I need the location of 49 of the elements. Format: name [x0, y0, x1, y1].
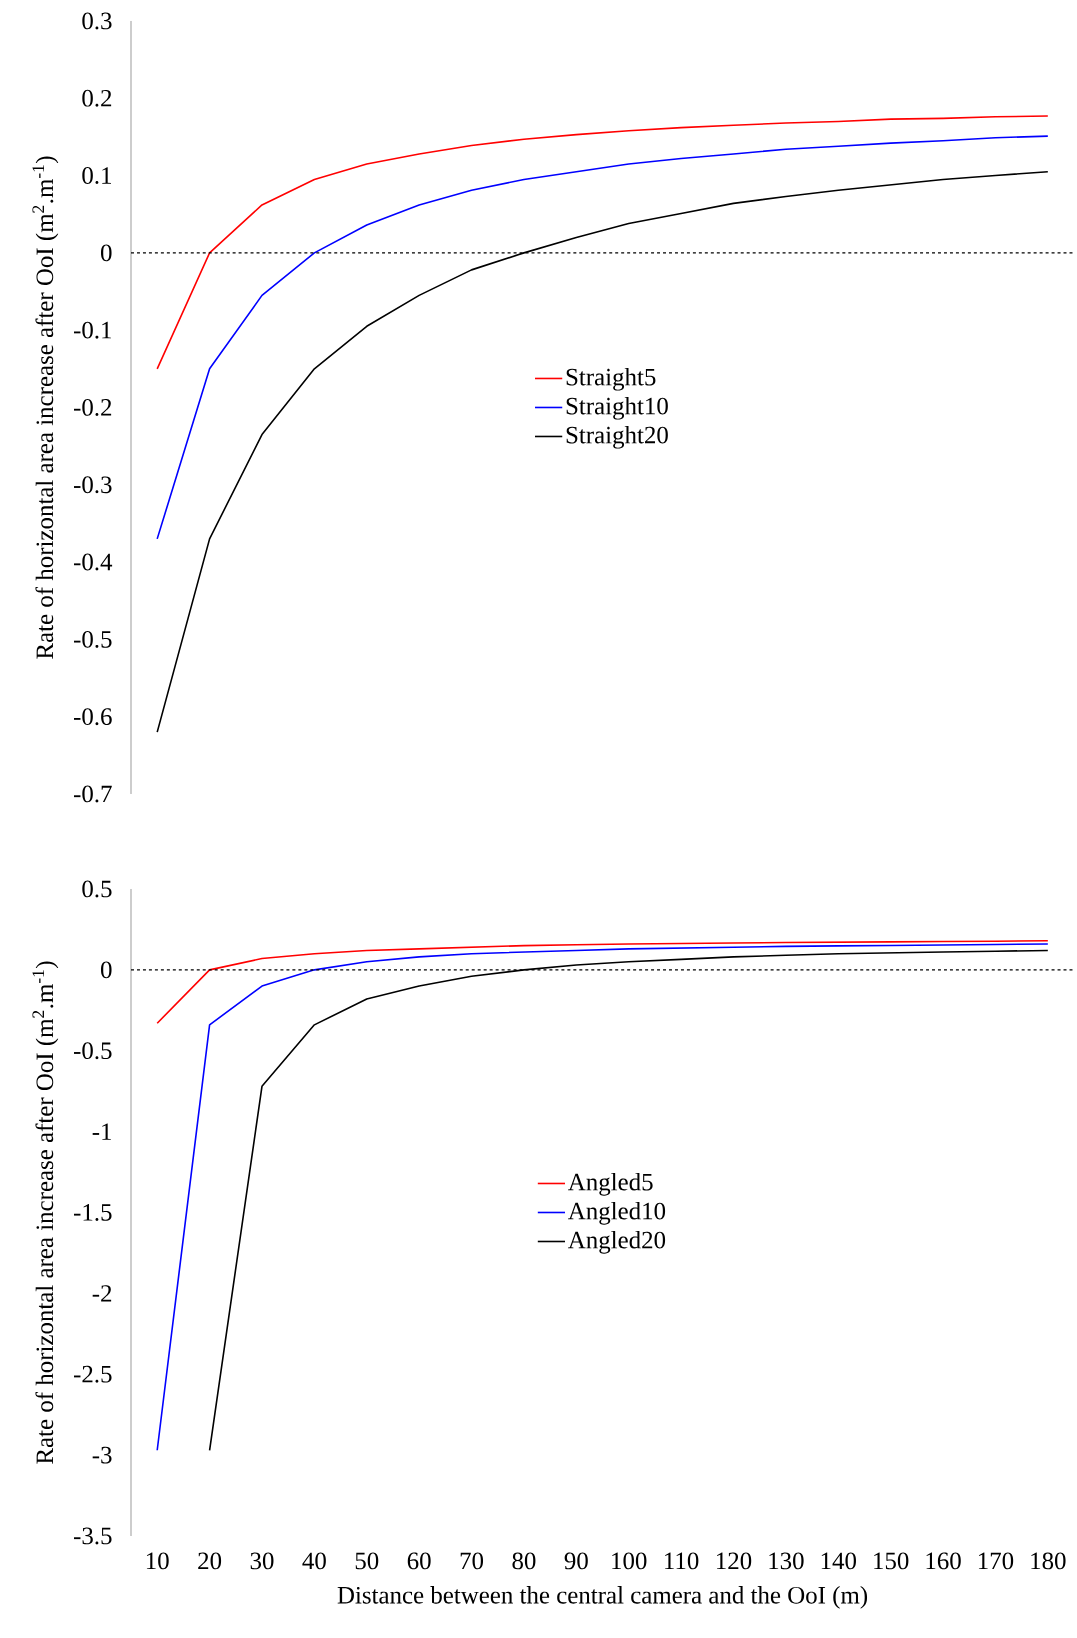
y-tick-label: -2 [92, 1285, 112, 1302]
y-tick-label: -2.5 [73, 1365, 112, 1383]
y-axis-title: Rate of horizontal area increase after OoI (m$^{2}$.m$^{-1}$) [32, 961, 59, 1464]
x-tick-label: 10 [146, 1552, 169, 1570]
legend-label: Straight10 [566, 396, 668, 420]
y-tick-label: -1 [92, 1123, 111, 1140]
x-tick-label: 110 [665, 1552, 699, 1570]
y-tick-label: -0.4 [73, 553, 113, 571]
y-tick-label: -1.5 [73, 1204, 112, 1221]
x-tick-label: 120 [716, 1552, 752, 1570]
y-tick-label: 0 [101, 961, 112, 979]
y-axis-title: Rate of horizontal area increase after OoI (m$^{2}$.m$^{-1}$) [32, 156, 59, 659]
y-tick-label: -0.5 [73, 630, 112, 648]
x-tick-label: 40 [302, 1552, 326, 1570]
y-tick-label: -0.7 [73, 785, 112, 803]
x-tick-label: 20 [198, 1552, 222, 1570]
y-tick-label: -3 [92, 1446, 112, 1464]
y-tick-label: 0 [101, 244, 112, 262]
line-series [156, 115, 1049, 370]
x-tick-label: 170 [978, 1552, 1014, 1570]
y-tick-label: -3.5 [73, 1527, 112, 1545]
x-tick-label: 130 [769, 1552, 804, 1570]
y-tick-label: -0.3 [73, 476, 112, 494]
x-tick-label: 150 [874, 1552, 909, 1570]
x-tick-label: 60 [407, 1552, 431, 1570]
line-series [156, 135, 1049, 540]
y-tick-label: -0.6 [73, 708, 112, 726]
x-tick-label: 70 [460, 1552, 484, 1570]
y-tick-label: -0.2 [73, 399, 112, 416]
y-tick-label: -0.1 [73, 321, 111, 339]
legend-label: Straight5 [566, 367, 656, 391]
legend-label: Angled5 [568, 1172, 653, 1196]
y-tick-label: 0.2 [82, 89, 112, 107]
x-tick-label: 90 [564, 1552, 588, 1570]
x-tick-label: 100 [612, 1552, 647, 1570]
x-tick-label: 80 [512, 1552, 536, 1570]
x-tick-label: 50 [355, 1552, 379, 1570]
x-tick-label: 30 [250, 1552, 274, 1570]
y-tick-label: 0.3 [82, 12, 112, 30]
x-tick-label: 160 [926, 1552, 961, 1570]
y-tick-label: -0.5 [73, 1042, 112, 1060]
legend-label: Straight20 [566, 425, 668, 449]
x-axis-title: Distance between the central camera and the OoI (m) [337, 1586, 868, 1609]
x-tick-label: 140 [821, 1552, 856, 1570]
legend-label: Angled10 [568, 1201, 666, 1225]
y-tick-label: 0.1 [82, 167, 111, 185]
x-tick-label: 180 [1031, 1552, 1066, 1570]
y-tick-label: 0.5 [82, 880, 112, 898]
legend-label: Angled20 [568, 1230, 666, 1254]
